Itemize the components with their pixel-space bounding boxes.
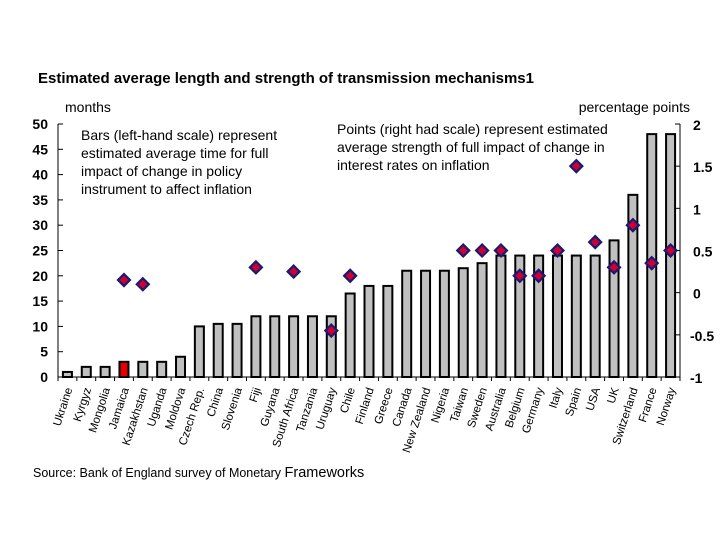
point-marker [474,242,490,259]
point-marker [663,242,679,259]
bar [457,267,469,378]
bar [61,370,73,379]
bars-note: Bars (left-hand scale) represent estimate… [81,127,277,197]
bar [325,315,337,378]
bar [570,254,582,378]
left-tick-label: 50 [32,116,48,132]
left-tick-label: 45 [32,141,48,157]
bar [420,269,432,378]
point-marker [587,234,603,250]
bar [551,254,563,378]
category-label: Spain [564,386,585,418]
source-text: Source: Bank of England survey of Moneta… [33,466,282,480]
left-tick-label: 20 [32,268,48,284]
point-marker [248,259,264,275]
left-tick-label: 25 [32,243,48,259]
bar [212,322,224,378]
point-marker [531,268,547,284]
points-note: Points (right had scale) represent estim… [337,121,608,173]
bar [363,284,375,379]
bar [306,315,318,378]
right-tick-label: 1.5 [693,159,713,175]
bar [476,262,488,378]
left-axis-unit: months [65,99,111,115]
bar [156,360,168,379]
category-label: USA [584,386,603,413]
point-marker [286,264,302,280]
bar [533,254,545,378]
left-tick-label: 30 [32,217,48,233]
bar [589,254,601,378]
bars-note-line: instrument to affect inflation [81,181,252,197]
points-note-line: interest rates on inflation [337,157,490,173]
points-note-line: Points (right had scale) represent estim… [337,121,608,137]
point-marker [116,272,132,288]
point-marker [493,242,509,259]
category-label: Ukraine [52,386,76,427]
right-tick-label: 0.5 [693,244,713,260]
point-marker [135,276,151,292]
bars-note-line: estimated average time for full [81,145,269,161]
bar [608,239,620,378]
source-note: Source: Bank of England survey of Moneta… [33,465,364,481]
point-marker [549,242,566,259]
left-tick-label: 15 [32,293,48,309]
point-marker [323,323,339,339]
left-tick-label: 10 [32,318,48,334]
category-label: Fiji [248,386,264,404]
chart-title: Estimated average length and strength of… [38,70,534,87]
bar [231,322,243,378]
right-tick-label: 0 [693,286,701,302]
category-label: Chile [338,386,358,415]
bar [438,269,450,378]
bar [137,360,149,379]
bar [175,355,187,379]
bar [646,133,658,378]
point-marker [644,255,660,271]
bar [288,315,300,378]
point-marker [568,158,584,174]
bar [193,325,205,378]
point-marker [455,242,471,259]
right-axis-unit: percentage points [579,99,690,115]
right-tick-label: 2 [693,117,701,133]
bars-note-line: Bars (left-hand scale) represent [81,127,277,143]
bar [401,269,413,378]
bar [495,254,507,378]
right-tick-label: -0.5 [690,328,714,344]
bar [118,360,130,379]
right-tick-label: -1 [690,370,703,386]
bar [80,365,92,379]
left-tick-label: 0 [40,369,48,385]
point-marker [606,259,622,275]
point-marker [625,217,641,233]
bar [382,284,394,379]
left-tick-label: 5 [40,344,48,360]
bar [250,315,262,378]
category-label: UK [606,386,622,405]
points-note-line: average strength of full impact of chang… [337,139,605,155]
bars-note-line: impact of change in policy [81,163,242,179]
left-tick-label: 40 [32,167,48,183]
bar [627,193,639,378]
point-marker [512,268,528,284]
bar [99,365,111,379]
bar [269,315,281,378]
bar [514,254,526,378]
category-label: China [205,386,226,419]
point-marker [342,268,358,284]
category-label: Italy [547,386,565,410]
source-tail: Frameworks [285,465,365,481]
bar [344,292,356,379]
right-tick-label: 1 [693,201,701,217]
left-tick-label: 35 [32,192,48,208]
